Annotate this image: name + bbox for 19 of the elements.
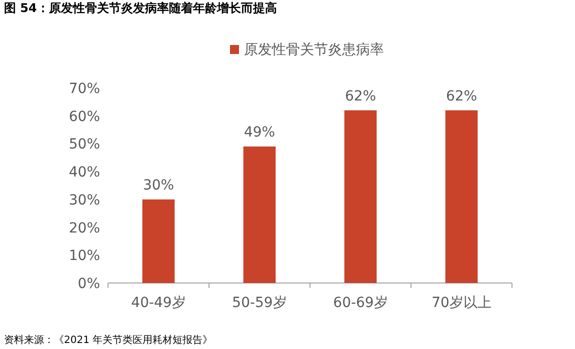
data-label: 49% (244, 124, 276, 140)
x-tick-label: 50-59岁 (232, 295, 287, 311)
legend-label: 原发性骨关节炎患病率 (244, 42, 384, 58)
x-tick-label: 40-49岁 (131, 295, 186, 311)
y-tick-label: 10% (68, 248, 100, 264)
data-label: 62% (344, 88, 376, 104)
text: 资料来源：《2021 年关节类医用耗材短报告》 (4, 334, 213, 346)
data-label: 30% (142, 177, 174, 194)
x-tick-label: 70岁以上 (432, 295, 492, 311)
y-tick-label: 70% (68, 81, 100, 97)
y-tick-label: 40% (68, 164, 100, 181)
y-tick-label: 60% (68, 108, 100, 125)
y-tick-label: 50% (68, 136, 100, 153)
x-tick-label: 60-69岁 (333, 295, 388, 311)
data-label: 62% (446, 88, 478, 104)
y-tick-label: 0% (78, 276, 100, 292)
y-tick-label: 30% (68, 192, 100, 208)
title: 图 54：原发性骨关节炎发病率随着年龄增长而提高 (4, 1, 277, 15)
y-tick-label: 20% (68, 220, 100, 236)
